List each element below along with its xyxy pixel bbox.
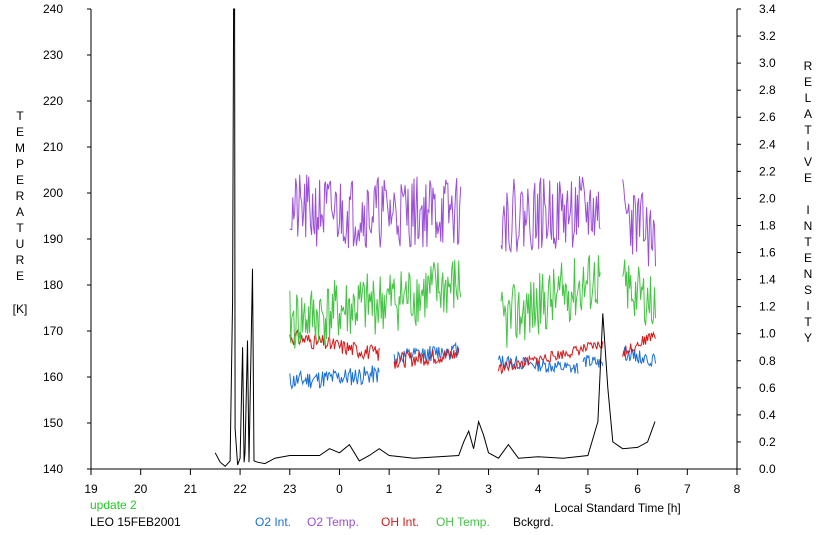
right-tick-label: 0.0	[759, 462, 776, 476]
update-note: update 2	[90, 498, 137, 512]
right-tick-label: 2.4	[759, 137, 776, 151]
left-axis-title-letter: R	[16, 253, 25, 267]
legend-entry: OH Int.	[381, 515, 419, 529]
right-tick-label: 0.2	[759, 435, 776, 449]
left-axis-title-letter: E	[16, 269, 24, 283]
right-tick-label: 1.2	[759, 300, 776, 314]
right-axis-title-letter: T	[804, 235, 812, 249]
left-axis-title-letter: M	[15, 141, 25, 155]
right-axis-title-letter: E	[804, 171, 812, 185]
left-axis-title-letter: E	[16, 125, 24, 139]
x-tick-label: 3	[485, 482, 492, 496]
legend-entry: O2 Int.	[255, 515, 291, 529]
left-tick-label: 240	[43, 2, 63, 16]
series-line	[622, 259, 656, 326]
left-axis-title-letter: E	[16, 173, 24, 187]
left-tick-label: 170	[43, 324, 63, 338]
right-axis-title-letter: A	[804, 107, 812, 121]
x-axis-title: Local Standard Time [h]	[554, 501, 681, 515]
x-tick-label: 23	[283, 482, 297, 496]
right-axis-title-letter: T	[804, 315, 812, 329]
left-axis-title-letter: T	[16, 109, 24, 123]
series-line	[582, 354, 604, 368]
series-line	[498, 341, 604, 375]
x-tick-label: 21	[184, 482, 198, 496]
series-line	[289, 174, 462, 249]
x-tick-label: 4	[535, 482, 542, 496]
x-tick-label: 7	[684, 482, 691, 496]
right-axis-title-letter: I	[806, 139, 809, 153]
left-tick-label: 190	[43, 232, 63, 246]
right-axis-title-letter: E	[804, 251, 812, 265]
series-line	[500, 176, 601, 254]
x-tick-label: 1	[386, 482, 393, 496]
left-axis-title-letter: U	[16, 237, 25, 251]
right-axis-title-letter: R	[804, 59, 813, 73]
left-axis-title-letter: P	[16, 157, 24, 171]
x-tick-label: 6	[634, 482, 641, 496]
right-tick-label: 1.4	[759, 273, 776, 287]
x-tick-label: 0	[336, 482, 343, 496]
x-tick-label: 2	[436, 482, 443, 496]
right-axis-title-letter: T	[804, 123, 812, 137]
right-tick-label: 2.6	[759, 110, 776, 124]
left-tick-label: 160	[43, 370, 63, 384]
legend-entry: OH Temp.	[436, 515, 490, 529]
right-tick-label: 0.8	[759, 354, 776, 368]
right-tick-label: 3.0	[759, 56, 776, 70]
right-tick-label: 3.4	[759, 2, 776, 16]
station-label: LEO 15FEB2001	[90, 515, 181, 529]
right-tick-label: 1.6	[759, 246, 776, 260]
x-tick-label: 19	[84, 482, 98, 496]
left-tick-label: 150	[43, 416, 63, 430]
right-axis-title-letter: L	[805, 91, 812, 105]
series-line	[214, 8, 656, 467]
left-axis-unit: [K]	[13, 302, 28, 316]
right-tick-label: 3.2	[759, 29, 776, 43]
left-axis-title-letter: R	[16, 189, 25, 203]
right-tick-label: 1.8	[759, 218, 776, 232]
legend-entry: Bckgrd.	[513, 515, 554, 529]
series-line	[498, 355, 579, 374]
series-line	[500, 255, 601, 348]
right-axis-title-letter: Y	[804, 331, 812, 345]
right-tick-label: 2.0	[759, 191, 776, 205]
series-line	[622, 179, 656, 267]
left-axis-title-letter: A	[16, 205, 24, 219]
left-tick-label: 230	[43, 48, 63, 62]
right-tick-label: 2.8	[759, 83, 776, 97]
series-line	[289, 259, 462, 349]
right-axis-title-letter: S	[804, 283, 812, 297]
x-tick-label: 5	[585, 482, 592, 496]
series-line	[393, 348, 460, 369]
series-line	[622, 330, 656, 357]
right-tick-label: 0.4	[759, 408, 776, 422]
legend-entry: O2 Temp.	[307, 515, 359, 529]
right-axis-title-letter: I	[806, 203, 809, 217]
right-axis-title-letter: E	[804, 75, 812, 89]
right-axis-title-letter: I	[806, 299, 809, 313]
right-axis-title-letter: N	[804, 219, 813, 233]
left-axis-title-letter: T	[16, 221, 24, 235]
series-line	[289, 328, 380, 361]
x-tick-label: 22	[233, 482, 247, 496]
right-tick-label: 0.6	[759, 381, 776, 395]
left-tick-label: 210	[43, 140, 63, 154]
left-tick-label: 140	[43, 462, 63, 476]
right-tick-label: 1.0	[759, 327, 776, 341]
series-line	[622, 346, 656, 367]
right-tick-label: 2.2	[759, 164, 776, 178]
series-line	[289, 365, 380, 390]
x-tick-label: 8	[734, 482, 741, 496]
x-tick-label: 20	[134, 482, 148, 496]
left-tick-label: 200	[43, 186, 63, 200]
right-axis-title-letter: N	[804, 267, 813, 281]
left-tick-label: 180	[43, 278, 63, 292]
right-axis-title-letter: V	[804, 155, 812, 169]
left-tick-label: 220	[43, 94, 63, 108]
